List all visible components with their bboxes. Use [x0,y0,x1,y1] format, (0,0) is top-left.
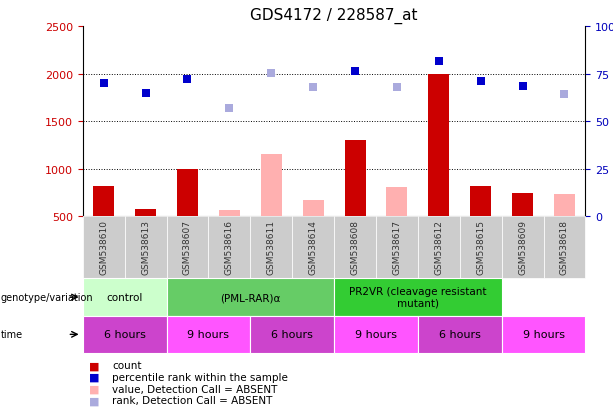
Bar [470,186,491,217]
Bar [428,74,449,217]
Text: control: control [107,292,143,302]
Text: count: count [112,361,142,370]
Bar [292,217,334,279]
Text: GSM538617: GSM538617 [392,220,402,275]
Bar [554,195,575,217]
Text: GSM538618: GSM538618 [560,220,569,275]
Bar [261,155,282,217]
Title: GDS4172 / 228587_at: GDS4172 / 228587_at [250,8,418,24]
Text: GSM538616: GSM538616 [225,220,234,275]
Bar [208,217,250,279]
Bar [135,209,156,217]
Bar [418,217,460,279]
Bar [83,217,124,279]
Bar [544,217,585,279]
Text: ■: ■ [89,384,99,394]
Text: 9 hours: 9 hours [355,330,397,339]
Text: GSM538612: GSM538612 [434,220,443,275]
Bar [501,217,544,279]
Text: GSM538611: GSM538611 [267,220,276,275]
Text: GSM538609: GSM538609 [518,220,527,275]
Bar [167,279,334,316]
Bar [124,217,167,279]
Bar [219,210,240,217]
Bar [250,316,334,353]
Bar [250,217,292,279]
Text: 6 hours: 6 hours [272,330,313,339]
Text: PR2VR (cleavage resistant
mutant): PR2VR (cleavage resistant mutant) [349,287,487,308]
Text: GSM538615: GSM538615 [476,220,485,275]
Bar [512,193,533,217]
Bar [334,279,501,316]
Text: time: time [1,330,23,339]
Text: GSM538610: GSM538610 [99,220,109,275]
Text: rank, Detection Call = ABSENT: rank, Detection Call = ABSENT [112,395,273,405]
Bar [167,316,250,353]
Bar [376,217,418,279]
Text: 6 hours: 6 hours [439,330,481,339]
Text: ■: ■ [89,395,99,405]
Text: value, Detection Call = ABSENT: value, Detection Call = ABSENT [112,384,278,394]
Text: genotype/variation: genotype/variation [1,292,93,302]
Text: GSM538607: GSM538607 [183,220,192,275]
Text: (PML-RAR)α: (PML-RAR)α [220,292,281,302]
Text: GSM538613: GSM538613 [141,220,150,275]
Bar [177,169,198,217]
Bar [83,279,167,316]
Text: GSM538608: GSM538608 [351,220,360,275]
Bar [167,217,208,279]
Bar [303,201,324,217]
Bar [93,186,114,217]
Bar [345,141,365,217]
Bar [418,316,501,353]
Bar [334,316,418,353]
Bar [460,217,501,279]
Text: GSM538614: GSM538614 [308,220,318,275]
Text: percentile rank within the sample: percentile rank within the sample [112,372,288,382]
Text: 9 hours: 9 hours [522,330,565,339]
Text: 9 hours: 9 hours [188,330,229,339]
Text: 6 hours: 6 hours [104,330,145,339]
Bar [501,316,585,353]
Bar [334,217,376,279]
Text: ■: ■ [89,361,99,370]
Bar [386,188,408,217]
Bar [83,316,167,353]
Text: ■: ■ [89,372,99,382]
